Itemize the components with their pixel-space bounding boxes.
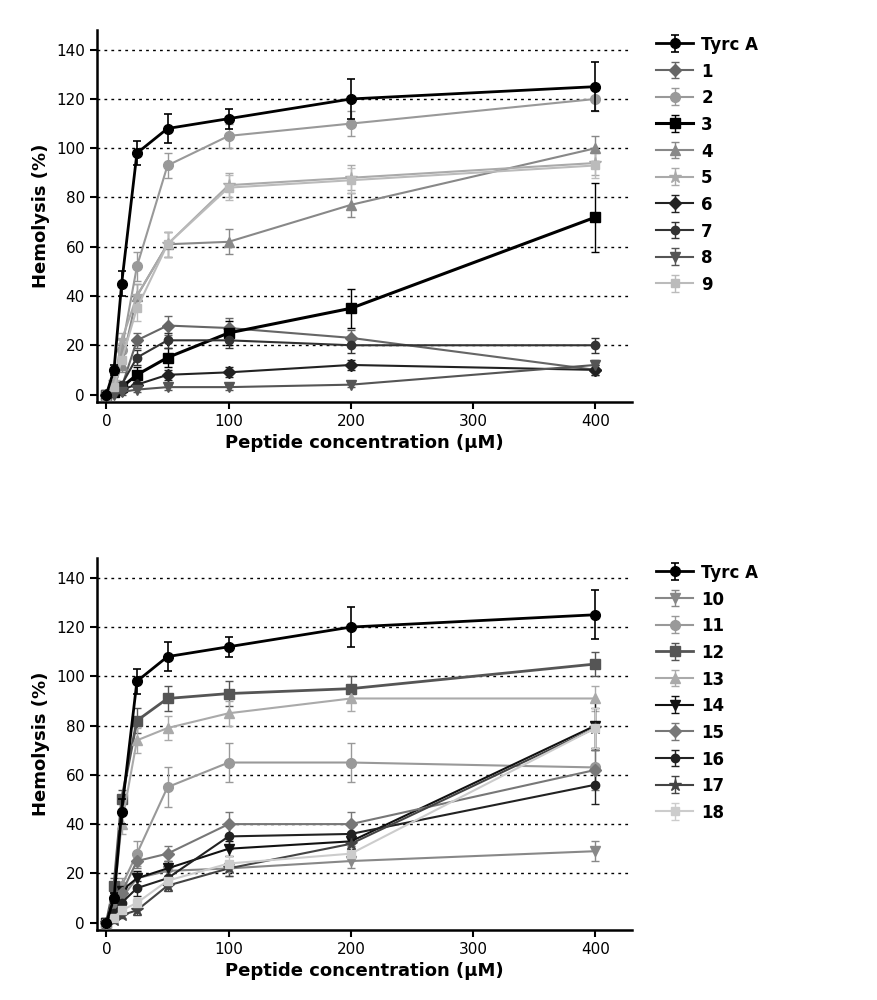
Legend: Tyrc A, 10, 11, 12, 13, 14, 15, 16, 17, 18: Tyrc A, 10, 11, 12, 13, 14, 15, 16, 17, … [651, 559, 762, 827]
X-axis label: Peptide concentration (μM): Peptide concentration (μM) [225, 434, 503, 452]
X-axis label: Peptide concentration (μM): Peptide concentration (μM) [225, 962, 503, 980]
Y-axis label: Hemolysis (%): Hemolysis (%) [32, 672, 50, 816]
Y-axis label: Hemolysis (%): Hemolysis (%) [32, 144, 50, 288]
Legend: Tyrc A, 1, 2, 3, 4, 5, 6, 7, 8, 9: Tyrc A, 1, 2, 3, 4, 5, 6, 7, 8, 9 [651, 31, 762, 299]
